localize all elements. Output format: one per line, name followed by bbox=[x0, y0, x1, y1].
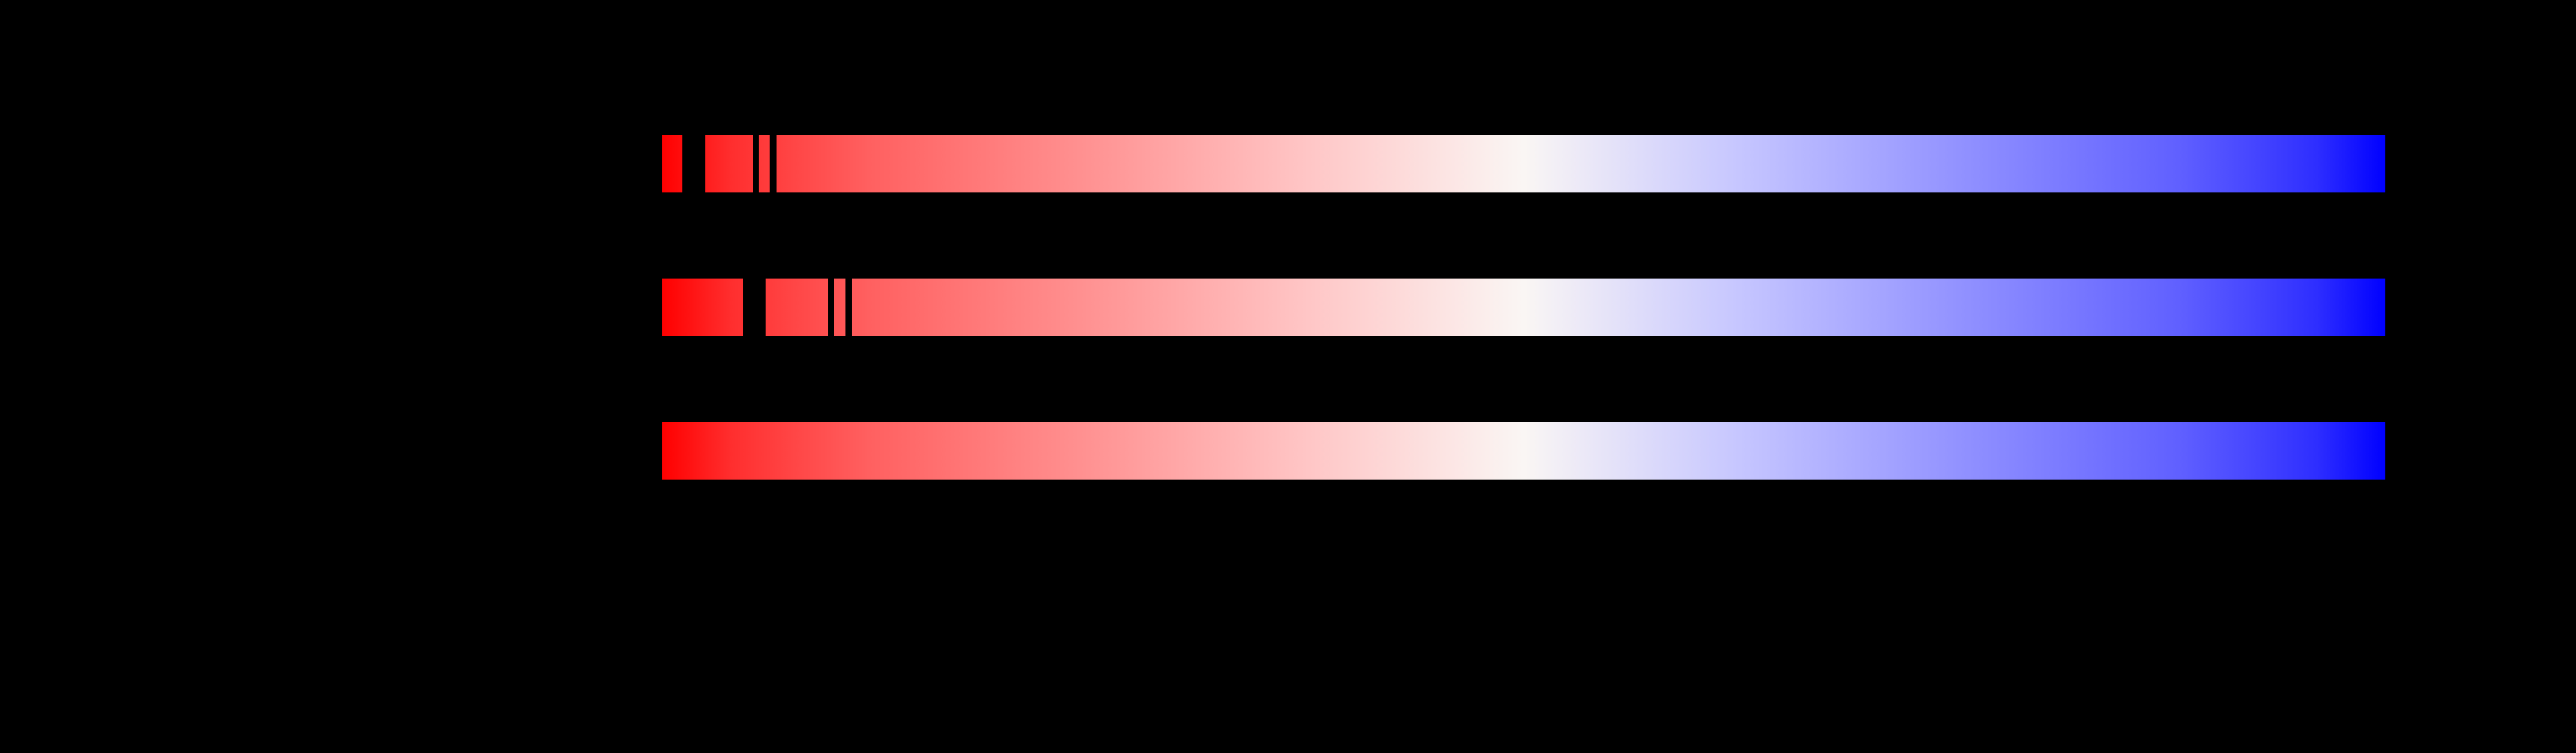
na-gap bbox=[753, 135, 759, 192]
na-gap bbox=[682, 135, 705, 192]
color-strip-1 bbox=[662, 135, 2385, 192]
color-strip-2 bbox=[662, 279, 2385, 336]
na-gap bbox=[845, 279, 852, 336]
na-gap bbox=[743, 279, 766, 336]
color-strip-3 bbox=[662, 422, 2385, 480]
na-gap bbox=[828, 279, 834, 336]
na-gap bbox=[770, 135, 777, 192]
